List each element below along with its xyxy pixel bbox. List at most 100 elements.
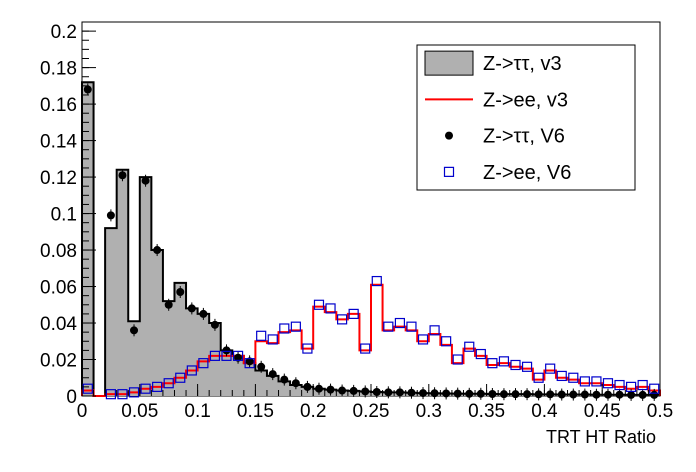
ztautau-v6-point [361, 387, 370, 396]
ztautau-v6-point [557, 390, 566, 399]
zee-v6-point [152, 381, 163, 392]
zee-v6-point [140, 383, 151, 394]
ztautau-v6-point [627, 390, 636, 399]
zee-v6-point [290, 321, 301, 332]
zee-v6-point [545, 363, 556, 374]
zee-v6-point [441, 336, 452, 347]
zee-v6-point [498, 356, 510, 367]
ztautau-v6-point [488, 389, 497, 398]
zee-v6-point [348, 308, 359, 320]
x-tick-label: 0.45 [584, 401, 621, 422]
ztautau-v6-point [199, 309, 208, 318]
zee-v3-line [81, 283, 661, 397]
zee-v6-point [82, 383, 93, 394]
zee-v6-point [186, 365, 197, 376]
zee-v6-point [360, 343, 371, 354]
ztautau-v6-point [245, 357, 254, 366]
y-tick-label: 0.08 [40, 241, 77, 262]
legend-swatch-ztautau-v3 [424, 50, 474, 76]
series-zee-v3 [81, 283, 661, 397]
y-tick-label: 0.1 [51, 205, 77, 226]
ztautau-v6-point [349, 386, 358, 395]
zee-v6-point [614, 379, 625, 391]
ztautau-v6-point [326, 385, 335, 394]
zee-v6-point [521, 361, 533, 372]
ztautau-v6-point [106, 211, 115, 220]
series-zee-v6 [82, 275, 660, 400]
legend: Z->ττ, v3 Z->ee, v3 Z->ττ, V6 Z->ee, V6 [416, 44, 636, 191]
zee-v6-point [649, 383, 660, 394]
ztautau-v6-point [442, 389, 451, 398]
x-tick-label: 0.15 [237, 401, 274, 422]
zee-v6-point [510, 359, 521, 371]
zee-v6-point [406, 321, 417, 332]
axes: 0 0.05 0.1 0.15 0.2 0.25 0.3 0.35 0.4 0.45 0.5 0 0.0… [40, 21, 673, 422]
ztautau-v6-point [118, 171, 127, 180]
x-tick-label: 0.05 [121, 401, 158, 422]
zee-v6-point [637, 379, 648, 391]
zee-v6-point [579, 376, 590, 387]
zee-v6-point [209, 350, 221, 361]
legend-swatch-ztautau-v6 [445, 131, 453, 140]
ztautau-v6-point [338, 386, 347, 395]
ztautau-v6-point [603, 390, 612, 399]
zee-v6-point [487, 358, 498, 369]
ztautau-v6-point [130, 326, 139, 335]
ztautau-v6-point [210, 320, 219, 329]
ztautau-v6-point [534, 390, 543, 399]
ztautau-v6-point [407, 388, 416, 397]
zee-v6-point [383, 321, 394, 332]
zee-v6-point [452, 354, 463, 365]
ztautau-v6-point [164, 300, 173, 309]
y-tick-label: 0.12 [40, 168, 77, 189]
ztautau-v6-point [476, 389, 485, 398]
x-tick-label: 0.4 [531, 401, 558, 422]
x-tick-label: 0 [77, 401, 88, 422]
ztautau-v6-point [546, 390, 555, 399]
ztautau-v6-point [303, 382, 312, 391]
ztautau-v6-point [615, 390, 624, 399]
legend-label: Z->ττ, V6 [483, 126, 565, 148]
zee-v6-point [175, 372, 186, 383]
zee-v6-point [221, 350, 232, 361]
zee-v6-point [591, 376, 602, 387]
ztautau-v6-point [234, 353, 243, 362]
ztautau-v6-point [291, 379, 300, 388]
ztautau-v6-point [222, 346, 231, 355]
ztautau-v6-point [638, 390, 647, 399]
x-tick-label: 0.5 [647, 401, 673, 422]
x-tick-label: 0.3 [416, 401, 442, 422]
ztautau-v6-point [499, 390, 508, 399]
zee-v6-point [429, 325, 440, 336]
ztautau-v6-point [419, 389, 428, 398]
zee-v6-point [128, 387, 140, 398]
ztautau-v6-point [580, 390, 589, 399]
zee-v6-point [302, 343, 313, 354]
zee-v6-point [533, 372, 544, 383]
ztautau-v6-point [153, 246, 162, 255]
y-tick-label: 0.14 [40, 132, 77, 153]
ztautau-v6-point [453, 389, 462, 398]
x-tick-label: 0.25 [353, 401, 390, 422]
zee-v6-point [394, 317, 405, 329]
ztautau-v6-point [384, 388, 393, 397]
y-tick-label: 0.02 [40, 351, 77, 372]
zee-v6-point [337, 314, 348, 325]
ztautau-v6-point [141, 176, 150, 185]
x-tick-label: 0.2 [300, 401, 326, 422]
ztautau-v6-point [372, 387, 381, 396]
ztautau-v6-point [395, 388, 404, 397]
zee-v6-point [568, 372, 579, 383]
ztautau-v6-point [314, 384, 323, 393]
series-ztautau-v6 [83, 83, 659, 401]
legend-swatch-zee-v6 [443, 166, 455, 177]
zee-v6-point [464, 341, 475, 352]
zee-v6-point [625, 381, 637, 392]
ztautau-v6-point [592, 390, 601, 399]
ztautau-v6-point [257, 362, 266, 371]
legend-label: Z->ee, v3 [483, 89, 568, 111]
ztautau-v6-point [176, 288, 185, 297]
ztautau-v6-point [187, 304, 196, 313]
y-tick-label: 0.2 [51, 22, 77, 43]
